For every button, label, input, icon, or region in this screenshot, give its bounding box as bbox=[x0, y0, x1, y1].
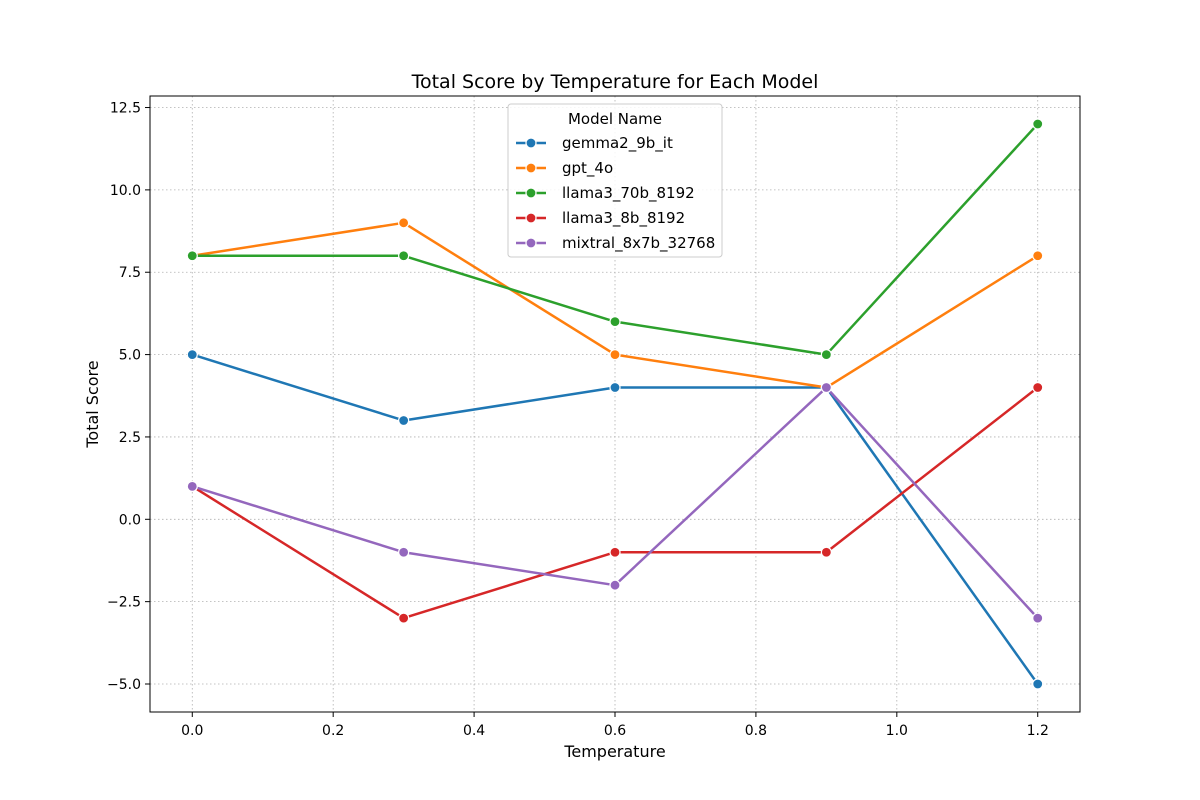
x-tick-label: 1.2 bbox=[1027, 723, 1049, 739]
data-point bbox=[398, 250, 410, 262]
x-tick-label: 0.4 bbox=[463, 723, 485, 739]
data-point bbox=[820, 348, 832, 361]
legend: Model Name gemma2_9b_it gpt_4o llama3_70b_… bbox=[507, 103, 723, 258]
x-tick-label: 0.6 bbox=[604, 723, 626, 739]
data-point bbox=[609, 348, 621, 361]
data-point bbox=[1032, 118, 1044, 130]
legend-item: llama3_8b_8192 bbox=[516, 209, 685, 228]
y-axis: −5.0 −2.5 0.0 2.5 5.0 7.5 10.0 12.5 bbox=[107, 101, 150, 693]
x-tick-label: 0.2 bbox=[322, 723, 344, 739]
legend-item: gemma2_9b_it bbox=[516, 134, 673, 153]
y-tick-label: 2.5 bbox=[119, 430, 141, 446]
y-tick-label: 5.0 bbox=[119, 348, 141, 364]
series-layer bbox=[186, 118, 1044, 690]
data-point bbox=[1032, 250, 1044, 262]
series-llama3_70b_8192 bbox=[186, 118, 1044, 361]
data-point bbox=[186, 250, 198, 262]
x-axis: 0.0 0.2 0.4 0.6 0.8 1.0 1.2 bbox=[181, 712, 1049, 739]
x-tick-label: 0.0 bbox=[181, 723, 203, 739]
data-point bbox=[398, 546, 410, 558]
data-point bbox=[609, 579, 621, 591]
y-tick-label: 12.5 bbox=[110, 101, 141, 117]
legend-title: Model Name bbox=[568, 110, 662, 128]
data-point bbox=[609, 381, 621, 394]
y-tick-label: 0.0 bbox=[119, 512, 141, 528]
legend-box bbox=[507, 103, 723, 258]
x-tick-label: 0.8 bbox=[745, 723, 767, 739]
legend-item: llama3_70b_8192 bbox=[516, 184, 695, 203]
y-tick-label: −2.5 bbox=[107, 595, 141, 611]
chart-title: Total Score by Temperature for Each Mode… bbox=[411, 71, 819, 93]
x-axis-label: Temperature bbox=[563, 742, 665, 761]
y-tick-label: 10.0 bbox=[110, 183, 141, 199]
legend-label: llama3_70b_8192 bbox=[562, 184, 695, 203]
y-tick-label: 7.5 bbox=[119, 265, 141, 281]
legend-marker bbox=[525, 137, 537, 149]
data-point bbox=[398, 612, 410, 624]
data-point bbox=[820, 546, 832, 558]
legend-items: gemma2_9b_it gpt_4o llama3_70b_8192 llama3_… bbox=[516, 134, 715, 253]
x-tick-label: 1.0 bbox=[886, 723, 908, 739]
data-point bbox=[398, 217, 410, 229]
legend-marker bbox=[525, 187, 537, 199]
series-mixtral_8x7b_32768 bbox=[186, 381, 1044, 624]
y-axis-label: Total Score bbox=[83, 360, 102, 448]
y-tick-label: −5.0 bbox=[107, 677, 141, 693]
data-point bbox=[820, 381, 832, 394]
legend-label: gpt_4o bbox=[562, 159, 613, 178]
data-point bbox=[609, 546, 621, 558]
data-point bbox=[1032, 381, 1044, 394]
legend-marker bbox=[525, 212, 537, 224]
data-point bbox=[186, 348, 198, 361]
data-point bbox=[609, 316, 621, 328]
legend-marker bbox=[525, 237, 537, 249]
data-point bbox=[398, 414, 410, 427]
legend-marker bbox=[525, 162, 537, 174]
legend-label: llama3_8b_8192 bbox=[562, 209, 685, 228]
data-point bbox=[1032, 678, 1044, 690]
data-point bbox=[186, 480, 198, 492]
legend-label: mixtral_8x7b_32768 bbox=[562, 234, 715, 253]
legend-item: gpt_4o bbox=[516, 159, 613, 178]
legend-item: mixtral_8x7b_32768 bbox=[516, 234, 715, 253]
legend-label: gemma2_9b_it bbox=[562, 134, 673, 153]
data-point bbox=[1032, 612, 1044, 624]
